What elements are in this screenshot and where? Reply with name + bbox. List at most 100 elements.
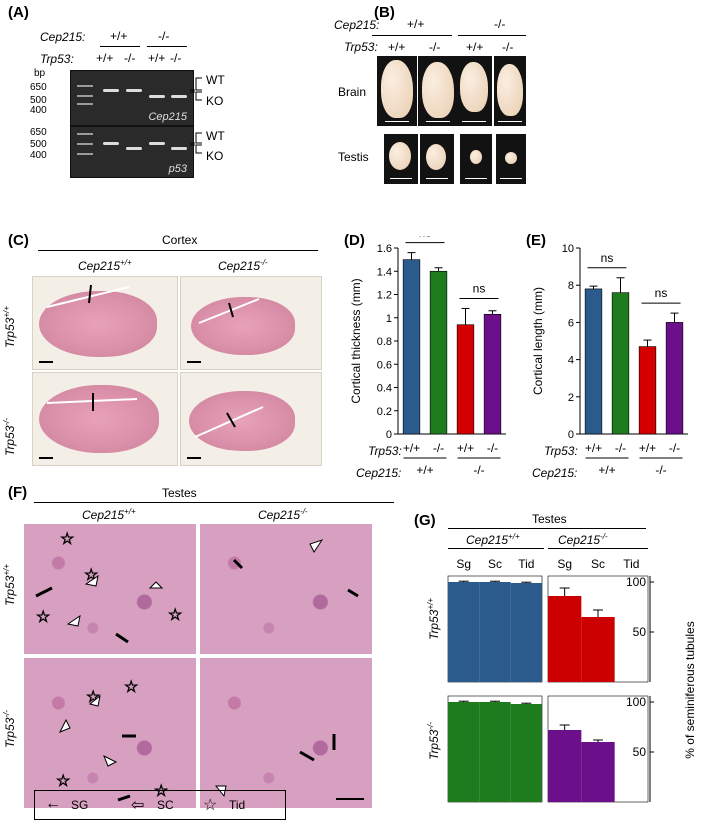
trp53-gene-label: Trp53: bbox=[368, 444, 402, 458]
cep215-wt-col: Cep215+/+ bbox=[82, 507, 136, 522]
y-tick-label: 0 bbox=[568, 429, 574, 441]
brain-row-label: Brain bbox=[338, 85, 367, 99]
y-tick-label: 1 bbox=[386, 313, 392, 325]
significance-label: ns bbox=[419, 236, 432, 240]
trp53-wt-row: Trp53+/+ bbox=[2, 563, 17, 606]
bar bbox=[456, 324, 475, 435]
category-label: Sg bbox=[557, 557, 572, 571]
svg-text:☆: ☆ bbox=[60, 531, 74, 548]
category-label: Sg bbox=[456, 557, 471, 571]
band-bracket-arrows bbox=[190, 77, 202, 154]
y-tick-label: 0.2 bbox=[377, 406, 392, 418]
svg-text:☆: ☆ bbox=[124, 679, 138, 696]
cep215-wt-label: +/+ bbox=[407, 17, 425, 31]
panel-label-d: (D) bbox=[344, 232, 365, 249]
bar bbox=[510, 583, 542, 682]
gel-image-cep215: Cep215 bbox=[70, 70, 194, 126]
category-label: Tid bbox=[518, 557, 534, 571]
svg-text:☆: ☆ bbox=[168, 607, 182, 624]
trp53-genotype-2: -/- bbox=[124, 51, 136, 65]
testis-photo-3 bbox=[460, 134, 492, 184]
brain-photo-1 bbox=[377, 56, 417, 126]
significance-label: ns bbox=[655, 286, 668, 300]
cortex-title: Cortex bbox=[162, 233, 198, 247]
cep215-wt-col: Cep215+/+ bbox=[78, 258, 132, 273]
panel-label-a: (A) bbox=[8, 4, 29, 21]
testis-section-4 bbox=[200, 658, 372, 808]
histology-annotations: ☆☆☆ ☆ ☆☆☆☆ bbox=[35, 531, 364, 802]
marker-650: 650 bbox=[30, 82, 47, 93]
category-label: Sc bbox=[591, 557, 605, 571]
brain-photo-3 bbox=[456, 56, 492, 126]
brain-section-2 bbox=[180, 276, 322, 370]
gel-name-p53: p53 bbox=[168, 163, 187, 175]
testis-section-3 bbox=[24, 658, 196, 808]
trp53-genotype-4: -/- bbox=[502, 40, 514, 54]
y-tick-label: 0.6 bbox=[377, 359, 392, 371]
trp53-genotype-1: +/+ bbox=[96, 51, 114, 65]
marker-500: 500 bbox=[30, 95, 47, 106]
marker-500: 500 bbox=[30, 139, 47, 150]
header-line bbox=[448, 548, 544, 549]
trp53-tick-label: +/+ bbox=[639, 441, 656, 455]
bar bbox=[611, 292, 630, 435]
header-line bbox=[34, 502, 394, 503]
cep215-ko-col: Cep215-/- bbox=[218, 258, 268, 273]
y-tick-label: 0.8 bbox=[377, 336, 392, 348]
cep215-gene-label: Cep215: bbox=[334, 18, 380, 32]
significance-label: ns bbox=[473, 281, 486, 295]
significance-label: ns bbox=[601, 251, 614, 265]
gel-name-cep215: Cep215 bbox=[148, 111, 187, 123]
trp53-gene-label: Trp53: bbox=[40, 52, 74, 66]
marker-400: 400 bbox=[30, 150, 47, 161]
y-axis-label: Cortical length (mm) bbox=[531, 287, 545, 395]
bar bbox=[665, 322, 684, 435]
cep215-gene-label: Cep215: bbox=[532, 466, 578, 480]
trp53-tick-label: -/- bbox=[615, 441, 626, 455]
panel-label-b: (B) bbox=[374, 4, 395, 21]
legend-tid-label: Tid bbox=[229, 798, 246, 812]
trp53-genotype-2: -/- bbox=[429, 40, 441, 54]
trp53-gene-label: Trp53: bbox=[544, 444, 578, 458]
legend-box: ← SG ⇦ SC ☆ Tid bbox=[34, 790, 286, 820]
cep215-ko-label: -/- bbox=[158, 29, 170, 43]
svg-text:☆: ☆ bbox=[36, 609, 50, 626]
brain-section-1 bbox=[32, 276, 178, 370]
trp53-genotype-4: -/- bbox=[170, 51, 182, 65]
trp53-tick-label: +/+ bbox=[585, 441, 602, 455]
wt-band-label: WT bbox=[206, 73, 225, 87]
brain-section-4 bbox=[180, 372, 322, 466]
star-icon: ☆ bbox=[203, 797, 218, 814]
marker-650: 650 bbox=[30, 127, 47, 138]
panel-label-c: (C) bbox=[8, 232, 29, 249]
cep215-gene-label: Cep215: bbox=[40, 30, 86, 44]
legend-sg-label: SG bbox=[71, 798, 89, 812]
chart-d: 0 0.2 0.4 0.6 0.8 1 1.2 1.4 1.6 Cortical thicknes… bbox=[349, 236, 506, 476]
cep215-ko-col: Cep215-/- bbox=[258, 507, 308, 522]
category-label: Tid bbox=[623, 557, 639, 571]
header-line bbox=[448, 528, 646, 529]
bp-label: bp bbox=[34, 68, 46, 79]
open-arrow-icon: ⇦ bbox=[131, 797, 145, 814]
trp53-genotype-3: +/+ bbox=[148, 51, 166, 65]
cep215-wt-label: +/+ bbox=[110, 29, 128, 43]
chart-g: Sg Sg Sc Sc Tid Tid 100 50 100 50 % of seminiferou… bbox=[447, 557, 697, 803]
testis-section-2 bbox=[200, 524, 372, 654]
cep215-tick-label: -/- bbox=[655, 463, 666, 476]
trp53-tick-label: +/+ bbox=[403, 441, 420, 455]
trp53-ko-row: Trp53-/- bbox=[426, 721, 441, 760]
trp53-wt-row: Trp53+/+ bbox=[426, 597, 441, 640]
legend-sc-label: SC bbox=[157, 798, 174, 812]
solid-arrow-icon: ← bbox=[45, 795, 61, 812]
cep215-tick-label: -/- bbox=[473, 463, 484, 476]
y-tick-label: 0.4 bbox=[377, 383, 392, 395]
trp53-tick-label: +/+ bbox=[457, 441, 474, 455]
svg-text:☆: ☆ bbox=[56, 773, 70, 790]
testis-photo-1 bbox=[384, 134, 418, 184]
testis-section-1 bbox=[24, 524, 196, 654]
y-tick-label: 6 bbox=[568, 317, 574, 329]
trp53-ko-row: Trp53-/- bbox=[2, 709, 17, 748]
trp53-tick-label: -/- bbox=[487, 441, 498, 455]
y-tick-label: 2 bbox=[568, 392, 574, 404]
